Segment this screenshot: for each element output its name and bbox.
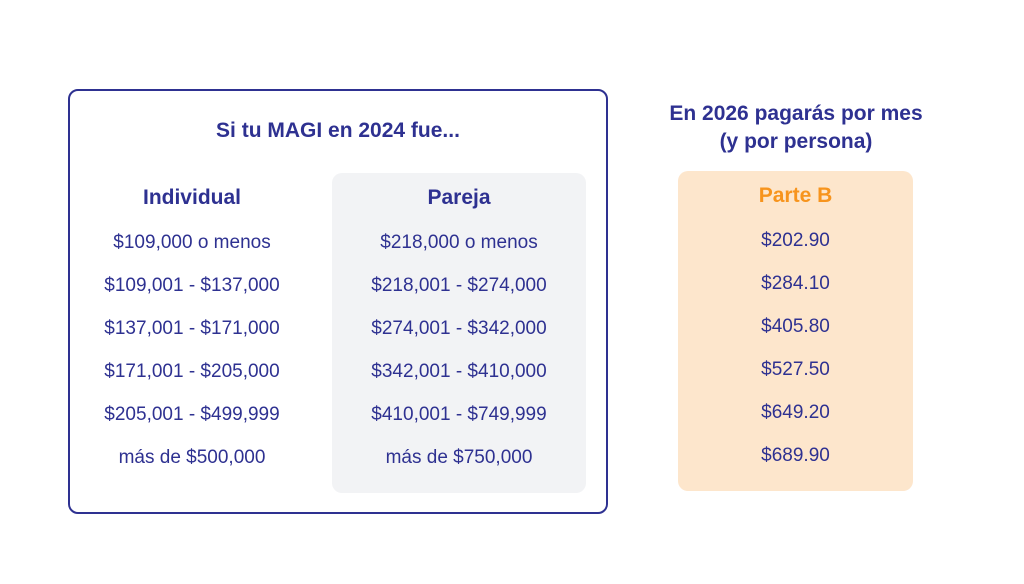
individual-row: más de $500,000 xyxy=(118,447,266,468)
payment-title-line1: En 2026 pagarás por mes xyxy=(669,102,923,125)
individual-row: $205,001 - $499,999 xyxy=(104,404,280,425)
pareja-row: $218,001 - $274,000 xyxy=(371,275,547,296)
magi-income-box: Si tu MAGI en 2024 fue... Individual $10… xyxy=(68,89,608,514)
pareja-header: Pareja xyxy=(427,186,491,209)
pareja-row: más de $750,000 xyxy=(385,447,533,468)
pareja-row: $218,000 o menos xyxy=(380,232,538,253)
pareja-row: $274,001 - $342,000 xyxy=(371,318,547,339)
payment-title-line2: (y por persona) xyxy=(719,130,873,153)
individual-row: $109,001 - $137,000 xyxy=(104,275,280,296)
parte-b-row: $405.80 xyxy=(761,316,830,337)
individual-row: $137,001 - $171,000 xyxy=(104,318,280,339)
parte-b-row: $689.90 xyxy=(761,445,830,466)
pareja-row: $410,001 - $749,999 xyxy=(371,404,547,425)
individual-header: Individual xyxy=(142,186,241,209)
individual-row: $109,000 o menos xyxy=(113,232,271,253)
parte-b-row: $284.10 xyxy=(761,273,830,294)
parte-b-row: $202.90 xyxy=(761,230,830,251)
pareja-row: $342,001 - $410,000 xyxy=(371,361,547,382)
individual-row: $171,001 - $205,000 xyxy=(104,361,280,382)
payment-title: En 2026 pagarás por mes (y por persona) xyxy=(636,100,956,156)
parte-b-column: Parte B $202.90 $284.10 $405.80 $527.50 … xyxy=(678,171,913,491)
pareja-column: Pareja $218,000 o menos $218,001 - $274,… xyxy=(332,173,586,493)
parte-b-row: $527.50 xyxy=(761,359,830,380)
magi-title: Si tu MAGI en 2024 fue... xyxy=(216,119,460,142)
parte-b-header: Parte B xyxy=(758,184,833,207)
parte-b-row: $649.20 xyxy=(761,402,830,423)
